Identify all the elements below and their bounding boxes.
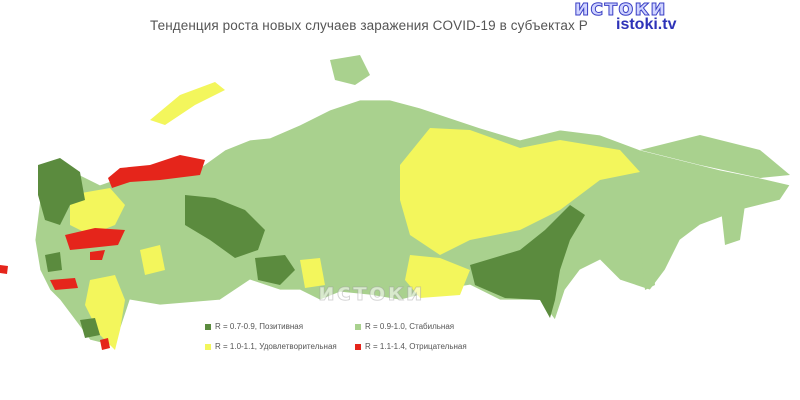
region-stable-chukotka [640,135,790,178]
map-title: Тенденция роста новых случаев заражения … [150,18,588,33]
region-stable-kamchatka [720,200,745,245]
region-negative-north [108,155,205,188]
region-satisfactory-volga [140,245,165,275]
legend-item-negative: R = 1.1-1.4, Отрицательная [355,342,467,351]
legend-swatch [205,323,211,330]
region-satisfactory-south [85,275,125,350]
region-positive-komi [185,195,265,258]
legend-swatch [205,343,211,350]
site-name: istoki.tv [616,16,677,33]
legend-item-stable: R = 0.9-1.0, Стабильная [355,322,454,331]
region-negative-center2 [90,250,105,260]
region-positive-caucasus [80,318,100,338]
istoki-logo: истоки [574,0,667,22]
legend-swatch [355,323,361,330]
legend-item-satisfactory: R = 1.0-1.1, Удовлетворительная [205,342,337,351]
watermark: истоки [318,278,425,307]
region-negative-center [65,228,125,250]
region-negative-caucasus [100,338,110,350]
legend-label: R = 0.9-1.0, Стабильная [365,322,455,331]
legend-label: R = 1.1-1.4, Отрицательная [365,342,467,351]
region-negative-kaliningrad [0,265,8,274]
region-stable-arctic [330,55,370,85]
region-satisfactory-south-siberia [405,255,470,298]
region-satisfactory-novaya-zemlya [150,82,225,125]
region-positive-far-east [470,205,585,318]
region-positive-southwest [45,252,62,272]
region-satisfactory-krasnoyarsk [400,128,640,255]
region-satisfactory-altai [300,258,325,288]
region-stable-sakhalin [640,240,655,290]
legend-label: R = 1.0-1.1, Удовлетворительная [215,342,337,351]
legend-label: R = 0.7-0.9, Позитивная [215,322,304,331]
region-positive-omsk [255,255,295,285]
legend-item-positive: R = 0.7-0.9, Позитивная [205,322,303,331]
region-negative-southwest [50,278,78,290]
legend-swatch [355,343,361,350]
region-positive-karelia [38,158,85,225]
